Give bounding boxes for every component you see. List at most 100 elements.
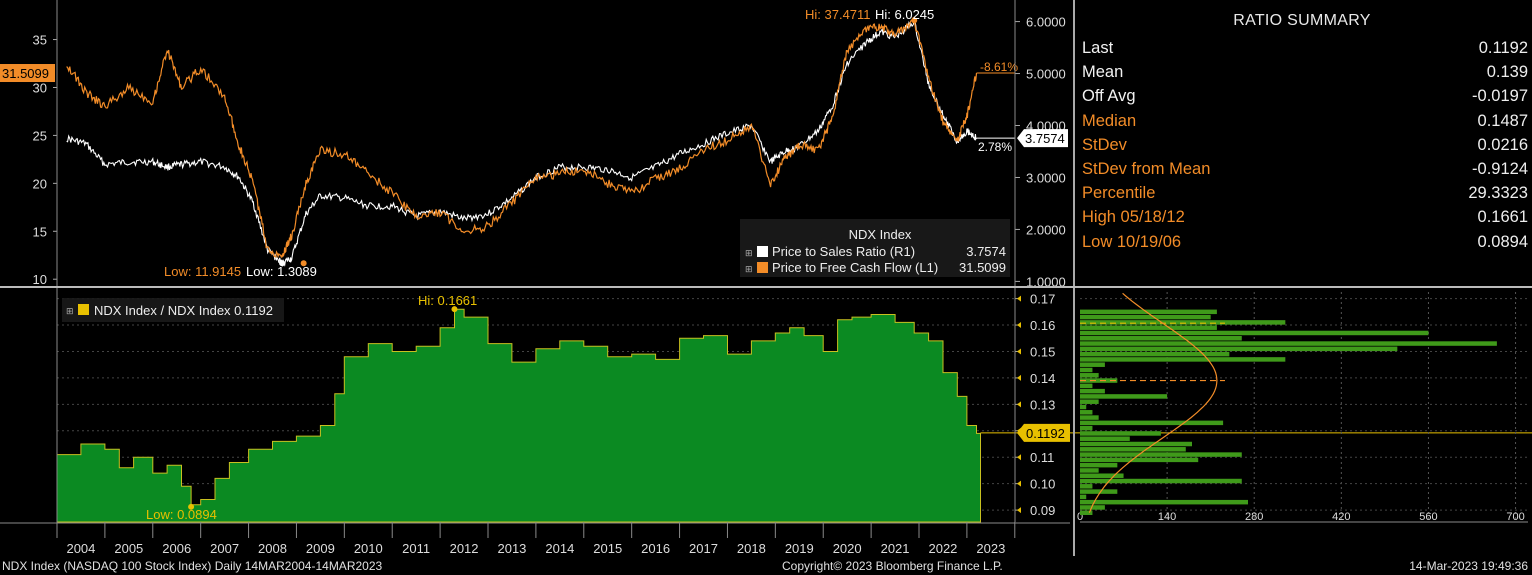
hist-tick-label: 700 — [1506, 511, 1524, 523]
hist-bar — [1080, 457, 1199, 463]
ratio-tick-arrow — [1017, 507, 1021, 514]
hist-bar — [1080, 351, 1230, 357]
x-tick-label: 2018 — [737, 541, 766, 556]
x-tick-label: 2016 — [641, 541, 670, 556]
hist-bar — [1080, 336, 1242, 341]
ratio-tick-label: 0.11 — [1030, 450, 1054, 465]
hist-bar — [1080, 494, 1087, 500]
summary-row-label: Percentile — [1082, 184, 1156, 203]
ratio-area — [56, 308, 981, 523]
ratio-tick-label: 0.16 — [1030, 318, 1055, 333]
x-tick-label: 2009 — [306, 541, 335, 556]
left-tick-label: 25 — [33, 128, 47, 143]
ratio-tick-label: 0.13 — [1030, 397, 1055, 412]
footer-copyright: Copyright© 2023 Bloomberg Finance L.P. — [782, 559, 1003, 573]
right-tick-label: 5.0000 — [1026, 67, 1066, 82]
ratio-tick-label: 0.17 — [1030, 292, 1055, 307]
hist-bar — [1080, 325, 1217, 330]
ratio-summary-panel: RATIO SUMMARY Last 0.1192 Mean 0.139 Off Avg… — [1076, 8, 1528, 278]
x-tick-label: 2022 — [928, 541, 957, 556]
ratio-tick-arrow — [1017, 295, 1021, 302]
legend-toggle-icon: ⊞ — [745, 248, 753, 258]
ratio-legend-bg — [62, 298, 284, 322]
ratio-last-value: 0.1192 — [1026, 426, 1065, 441]
summary-row-value: -0.0197 — [1472, 87, 1528, 106]
hist-bar — [1080, 473, 1124, 478]
summary-row: Low 10/19/06 0.0894 — [1076, 230, 1528, 254]
ratio-tick-arrow — [1017, 480, 1021, 487]
x-tick-label: 2007 — [210, 541, 239, 556]
legend-entry-name: Price to Free Cash Flow (L1) — [772, 260, 938, 275]
ratio-tick-arrow — [1017, 348, 1021, 355]
x-axis: 2004 2005 2006 2007 2008 2009 2010 2011 2012 2013… — [56, 522, 1016, 556]
hist-normal-curve — [1088, 292, 1218, 513]
hist-bar — [1080, 436, 1130, 441]
series-line-price-to-sales — [66, 19, 977, 267]
ratio-tick-label: 0.10 — [1030, 477, 1055, 492]
left-tick-label: 10 — [33, 272, 47, 287]
legend-swatch — [757, 246, 768, 257]
summary-row: Last 0.1192 — [1076, 36, 1528, 60]
summary-row: Percentile 29.3323 — [1076, 181, 1528, 205]
ratio-last-box — [1017, 423, 1070, 442]
x-tick-label: 2008 — [258, 541, 287, 556]
hist-bar — [1080, 425, 1093, 431]
left-tick-label: 35 — [33, 33, 47, 48]
ratio-hi-marker — [451, 306, 458, 313]
legend-entry-value: 3.7574 — [966, 244, 1006, 259]
x-tick-label: 2013 — [497, 541, 526, 556]
right-tick-label: 2.0000 — [1026, 222, 1066, 237]
hist-bar — [1080, 320, 1286, 325]
hist-bar — [1080, 478, 1242, 484]
pct-label-orange: -8.61% — [980, 60, 1018, 74]
summary-row-value: 0.1487 — [1477, 111, 1528, 130]
hist-tick-label: 0 — [1077, 511, 1083, 523]
ratio-legend-swatch — [78, 304, 89, 315]
hist-bar — [1080, 484, 1093, 489]
x-tick-label: 2017 — [689, 541, 718, 556]
legend-entry-value: 31.5099 — [959, 260, 1006, 275]
footer: NDX Index (NASDAQ 100 Stock Index) Daily… — [0, 557, 1532, 575]
top-plot: 1015202530351.00002.00003.00004.00005.00… — [0, 7, 1068, 289]
left-tick-label: 15 — [33, 224, 47, 239]
top-legend: NDX Index ⊞ Price to Sales Ratio (R1) 3.757… — [740, 219, 1010, 277]
summary-row-label: Last — [1082, 39, 1114, 57]
summary-row-value: 0.1192 — [1478, 39, 1528, 57]
hist-bar — [1080, 362, 1105, 367]
footer-timestamp: 14-Mar-2023 19:49:36 — [1409, 559, 1528, 573]
ratio-tick-arrow — [1017, 374, 1021, 381]
ratio-tick-arrow — [1017, 322, 1021, 329]
left-tick-label: 20 — [33, 176, 47, 191]
hi-marker-orange — [911, 17, 918, 24]
ratio-legend-toggle: ⊞ — [66, 306, 74, 316]
summary-row-label: StDev from Mean — [1082, 159, 1211, 178]
summary-row-label: Low 10/19/06 — [1082, 232, 1182, 251]
x-tick-label: 2023 — [976, 541, 1005, 556]
hist-bar — [1080, 330, 1429, 336]
legend-entry-name: Price to Sales Ratio (R1) — [772, 244, 915, 259]
low-marker-orange — [300, 260, 307, 267]
x-tick-label: 2020 — [833, 541, 862, 556]
last-value-box-left — [0, 64, 55, 83]
pct-label-white: 2.78% — [978, 140, 1012, 154]
hist-bar — [1080, 373, 1099, 378]
summary-row-value: 0.0894 — [1477, 232, 1528, 251]
hist-bar — [1080, 378, 1118, 383]
hist-bar — [1080, 399, 1099, 404]
ratio-legend-text: NDX Index / NDX Index 0.1192 — [94, 303, 273, 318]
ratio-tick-label: 0.09 — [1030, 503, 1055, 518]
summary-row: Median 0.1487 — [1076, 109, 1528, 133]
hist-bar — [1080, 394, 1168, 399]
legend-swatch — [757, 262, 768, 273]
ratio-tick-label: 0.15 — [1030, 344, 1055, 359]
ratio-tick-arrow — [1017, 401, 1021, 408]
summary-row-label: Mean — [1082, 63, 1124, 82]
hist-bar — [1080, 499, 1248, 505]
last-value-box-right — [1017, 129, 1068, 148]
top-legend-title: NDX Index — [849, 227, 912, 242]
last-value-left: 31.5099 — [2, 66, 49, 81]
ratio-plot: 0.090.100.110.120.130.140.150.160.17Hi: … — [56, 292, 1532, 523]
left-tick-label: 30 — [33, 80, 47, 95]
hist-bar — [1080, 489, 1118, 494]
summary-row: High 05/18/12 0.1661 — [1076, 205, 1528, 229]
